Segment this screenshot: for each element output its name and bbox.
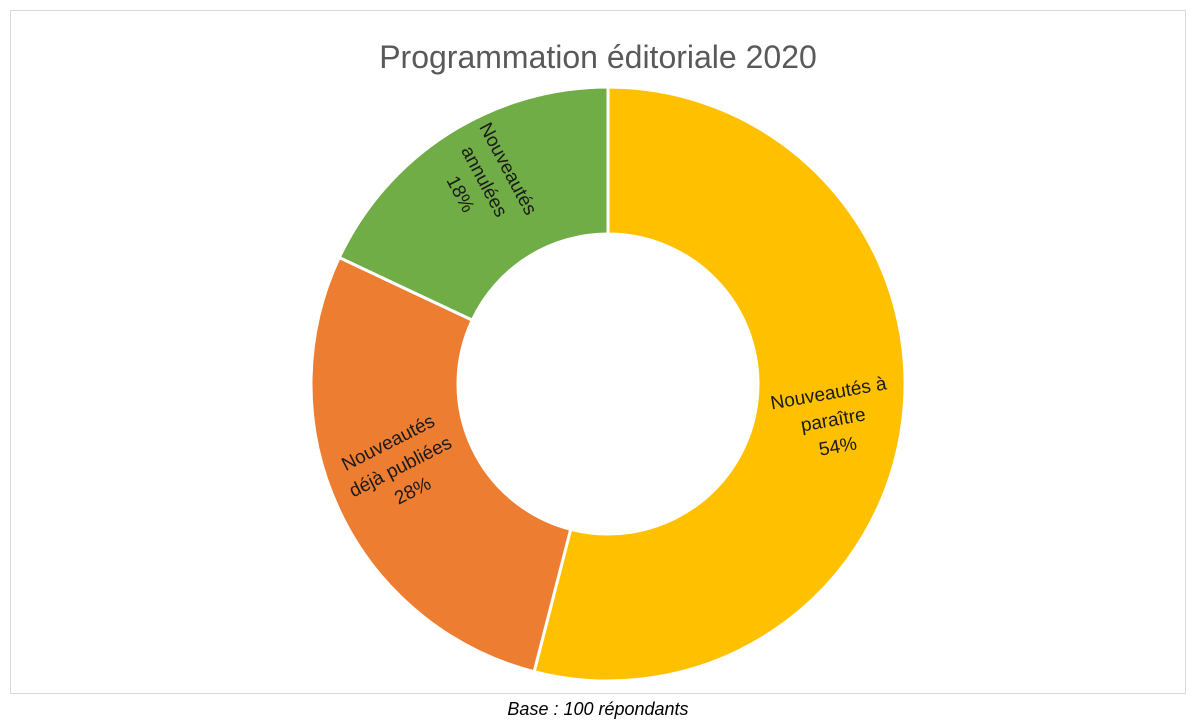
donut-slice-3: [337, 85, 610, 323]
donut-slices: [309, 85, 907, 683]
donut-slice-1: [532, 85, 907, 683]
donut-slice-2: [309, 255, 573, 674]
chart-footnote: Base : 100 répondants: [507, 699, 689, 719]
chart-title: Programmation éditoriale 2020: [379, 39, 817, 75]
